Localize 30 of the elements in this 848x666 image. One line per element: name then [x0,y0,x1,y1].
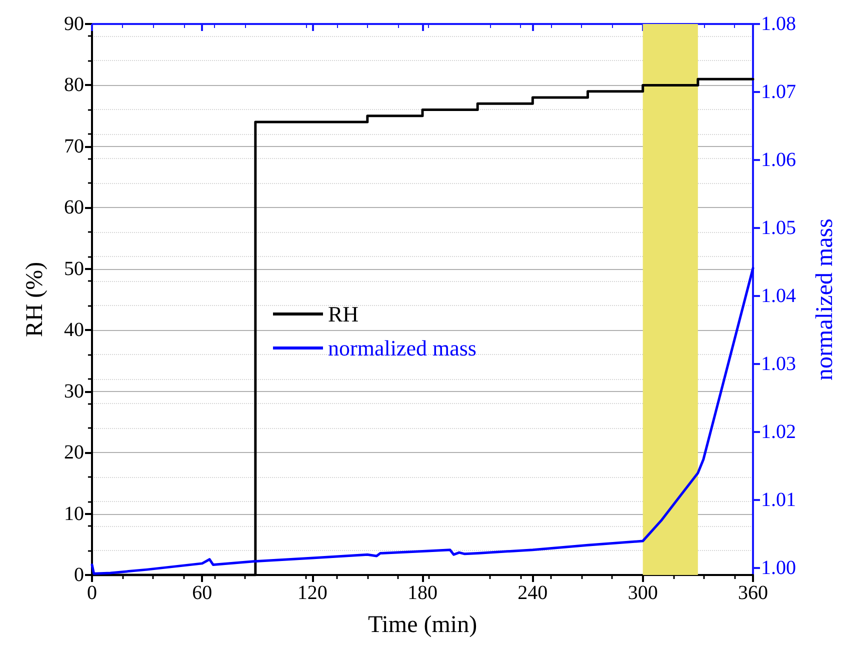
y2-tick-label: 1.08 [761,13,796,35]
legend-label: normalized mass [328,336,476,360]
y2-tick-label: 1.02 [761,421,796,444]
x-tick-label: 240 [518,582,548,604]
y2-tick-label: 1.01 [761,489,796,512]
x-tick-label: 60 [192,582,212,604]
y-tick-label: 60 [64,196,84,219]
y-tick-label: 70 [64,135,84,158]
y-tick-label: 20 [64,442,84,464]
y2-axis-title: normalized mass [812,218,838,380]
y2-tick-label: 1.00 [761,557,796,580]
x-tick-label: 120 [297,582,328,604]
y2-tick-label: 1.05 [761,217,796,240]
x-axis-title: Time (min) [368,612,478,638]
y-axis-title: RH (%) [22,262,48,338]
y2-tick-label: 1.07 [761,81,796,104]
legend-label: RH [328,302,359,326]
y2-tick-label: 1.04 [761,285,796,308]
y-tick-label: 90 [64,13,84,35]
y2-tick-label: 1.06 [761,149,796,172]
y-tick-label: 40 [64,319,84,342]
y2-tick-label: 1.03 [761,353,796,376]
y-tick-label: 50 [64,258,84,280]
y-tick-label: 0 [74,564,84,586]
x-tick-label: 180 [408,582,438,604]
y-tick-label: 30 [64,380,84,402]
y-tick-label: 80 [64,74,84,96]
x-tick-label: 360 [738,582,768,604]
y-tick-label: 10 [64,502,84,525]
x-tick-label: 300 [628,582,658,604]
